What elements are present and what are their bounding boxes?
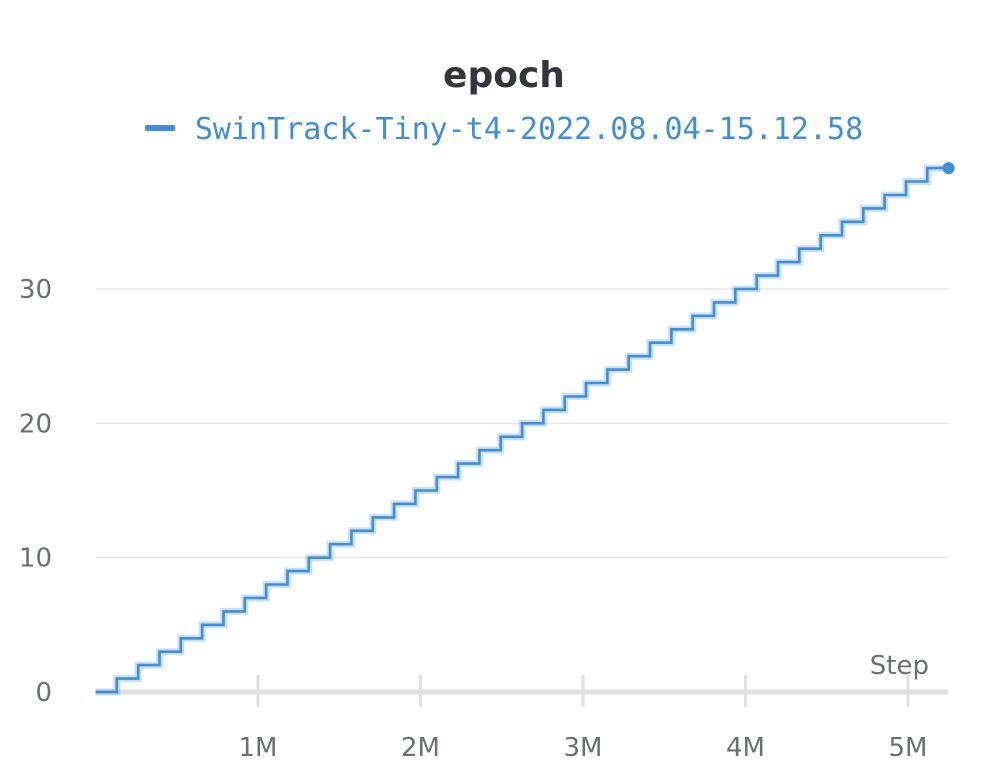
legend-swatch — [144, 124, 175, 131]
chart-title: epoch — [443, 55, 565, 96]
x-tick-label: 1M — [239, 733, 278, 763]
series-line[interactable] — [95, 166, 949, 694]
x-axis-label: Step — [870, 651, 929, 681]
x-tick-label: 2M — [401, 733, 440, 763]
x-axis — [96, 675, 948, 707]
x-tick-label: 5M — [889, 733, 928, 763]
y-tick-label: 0 — [35, 678, 52, 708]
series-layer[interactable] — [95, 162, 955, 696]
x-tick-label: 3M — [564, 733, 603, 763]
series-end-point[interactable] — [942, 162, 955, 175]
y-tick-label: 10 — [19, 544, 52, 574]
legend[interactable]: SwinTrack-Tiny-t4-2022.08.04-15.12.58 — [0, 112, 1008, 147]
x-tick-label: 4M — [726, 733, 765, 763]
y-axis: 0 10 20 30 — [19, 275, 52, 708]
legend-series-label[interactable]: SwinTrack-Tiny-t4-2022.08.04-15.12.58 — [194, 112, 864, 147]
y-tick-label: 20 — [19, 409, 52, 439]
y-tick-label: 30 — [19, 275, 52, 305]
x-tick-labels: 1M 2M 3M 4M 5M — [239, 733, 928, 763]
